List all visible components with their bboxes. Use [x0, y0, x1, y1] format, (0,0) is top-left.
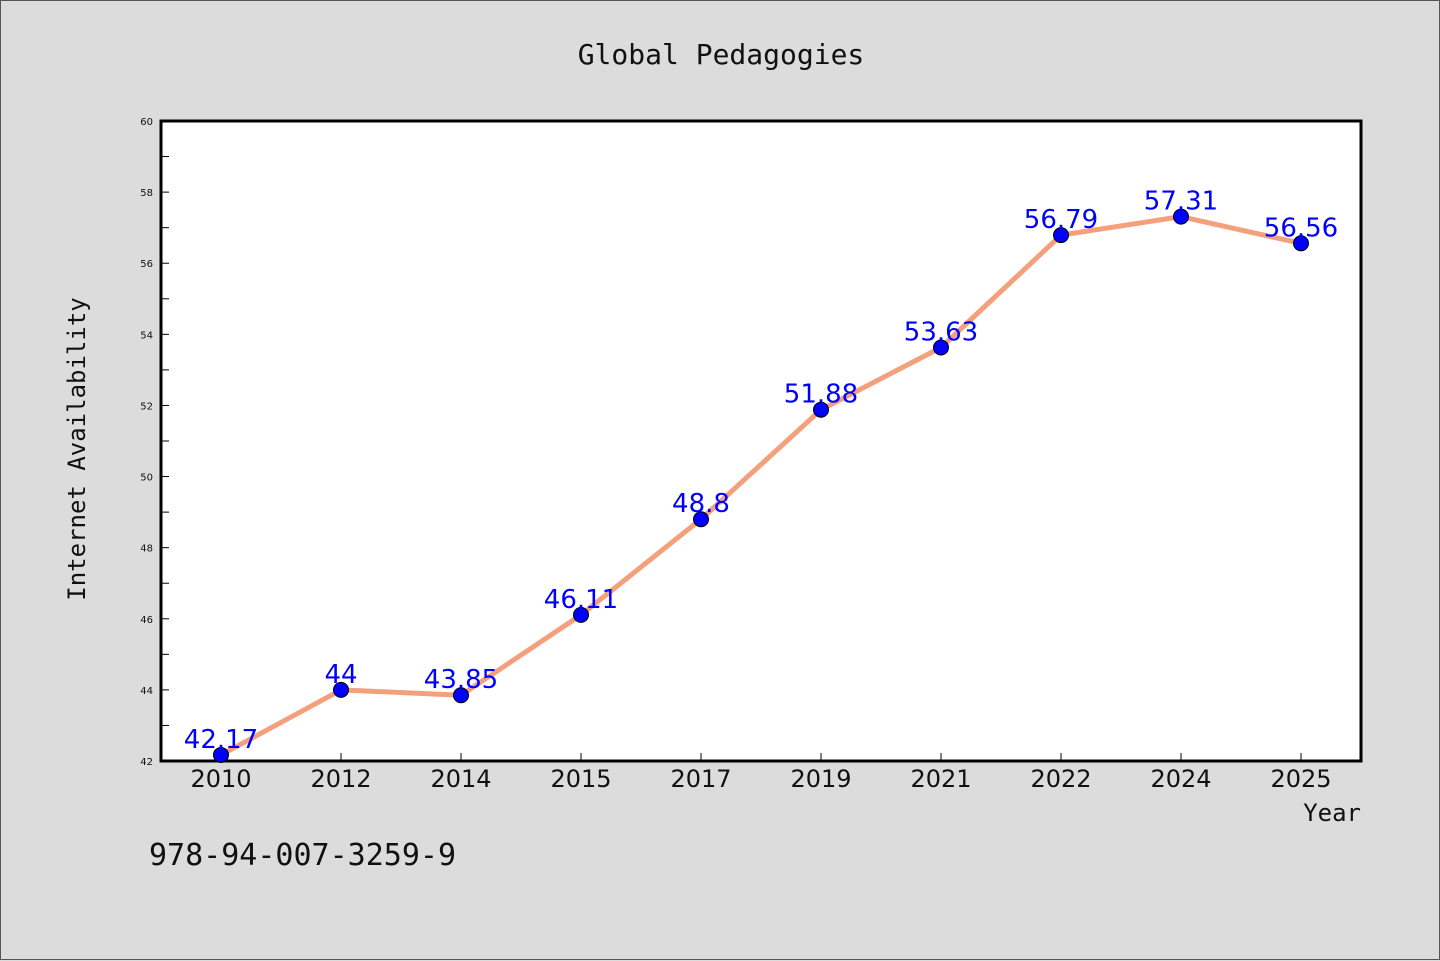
- y-tick-label: 52: [140, 401, 153, 412]
- y-axis: 42 44 46 48 50 52 54 56 58 60: [140, 117, 169, 768]
- isbn-text: 978-94-007-3259-9: [149, 838, 456, 873]
- data-point: [1293, 235, 1309, 252]
- x-axis: 2010 2012 2014 2015 2017 2019 2021 2022 2024 2025: [190, 753, 1332, 793]
- x-tick-label: 2022: [1030, 765, 1091, 793]
- data-label: 44: [324, 660, 357, 690]
- y-tick-label: 56: [140, 259, 153, 270]
- y-tick-label: 60: [140, 117, 153, 128]
- data-label: 53.63: [904, 317, 978, 347]
- data-point: [453, 687, 469, 704]
- y-tick-label: 42: [140, 757, 153, 768]
- marker-group: [213, 208, 1309, 763]
- data-point: [213, 746, 229, 763]
- x-tick-label: 2019: [790, 765, 851, 793]
- x-tick-label: 2014: [430, 765, 491, 793]
- data-label: 42.17: [184, 725, 258, 755]
- data-point: [1173, 208, 1189, 225]
- x-tick-label: 2017: [670, 765, 731, 793]
- data-label: 56.79: [1024, 205, 1098, 235]
- y-tick-label: 58: [140, 188, 153, 199]
- y-tick-label: 54: [140, 330, 153, 341]
- y-tick-label: 44: [140, 686, 153, 697]
- x-tick-label: 2012: [310, 765, 371, 793]
- x-tick-label: 2021: [910, 765, 971, 793]
- data-point: [573, 606, 589, 623]
- series-line-group: [218, 214, 1304, 758]
- data-label-group: 42.17 44 43.85 46.11 48.8 51.88 53.63 56.79 57.3…: [184, 187, 1338, 755]
- data-label: 43.85: [424, 665, 498, 695]
- data-label: 56.56: [1264, 213, 1338, 243]
- data-point: [693, 511, 709, 528]
- x-axis-label: Year: [1303, 799, 1361, 827]
- x-tick-label: 2024: [1150, 765, 1211, 793]
- data-label: 48.8: [672, 489, 730, 519]
- y-tick-label: 50: [140, 473, 153, 484]
- data-point: [813, 401, 829, 418]
- x-tick-label: 2015: [550, 765, 611, 793]
- x-tick-label: 2025: [1270, 765, 1331, 793]
- y-axis-label: Internet Availability: [63, 297, 91, 600]
- data-label: 57.31: [1144, 187, 1218, 217]
- chart-title: Global Pedagogies: [578, 38, 865, 71]
- data-label: 46.11: [544, 585, 618, 615]
- data-point: [333, 681, 349, 698]
- data-point: [933, 339, 949, 356]
- plot-area: [159, 119, 1363, 763]
- y-tick-label: 48: [140, 544, 153, 555]
- y-tick-label: 46: [140, 615, 153, 626]
- x-tick-label: 2010: [190, 765, 251, 793]
- data-label: 51.88: [784, 380, 858, 410]
- data-point: [1053, 227, 1069, 244]
- series-line: [218, 214, 1304, 758]
